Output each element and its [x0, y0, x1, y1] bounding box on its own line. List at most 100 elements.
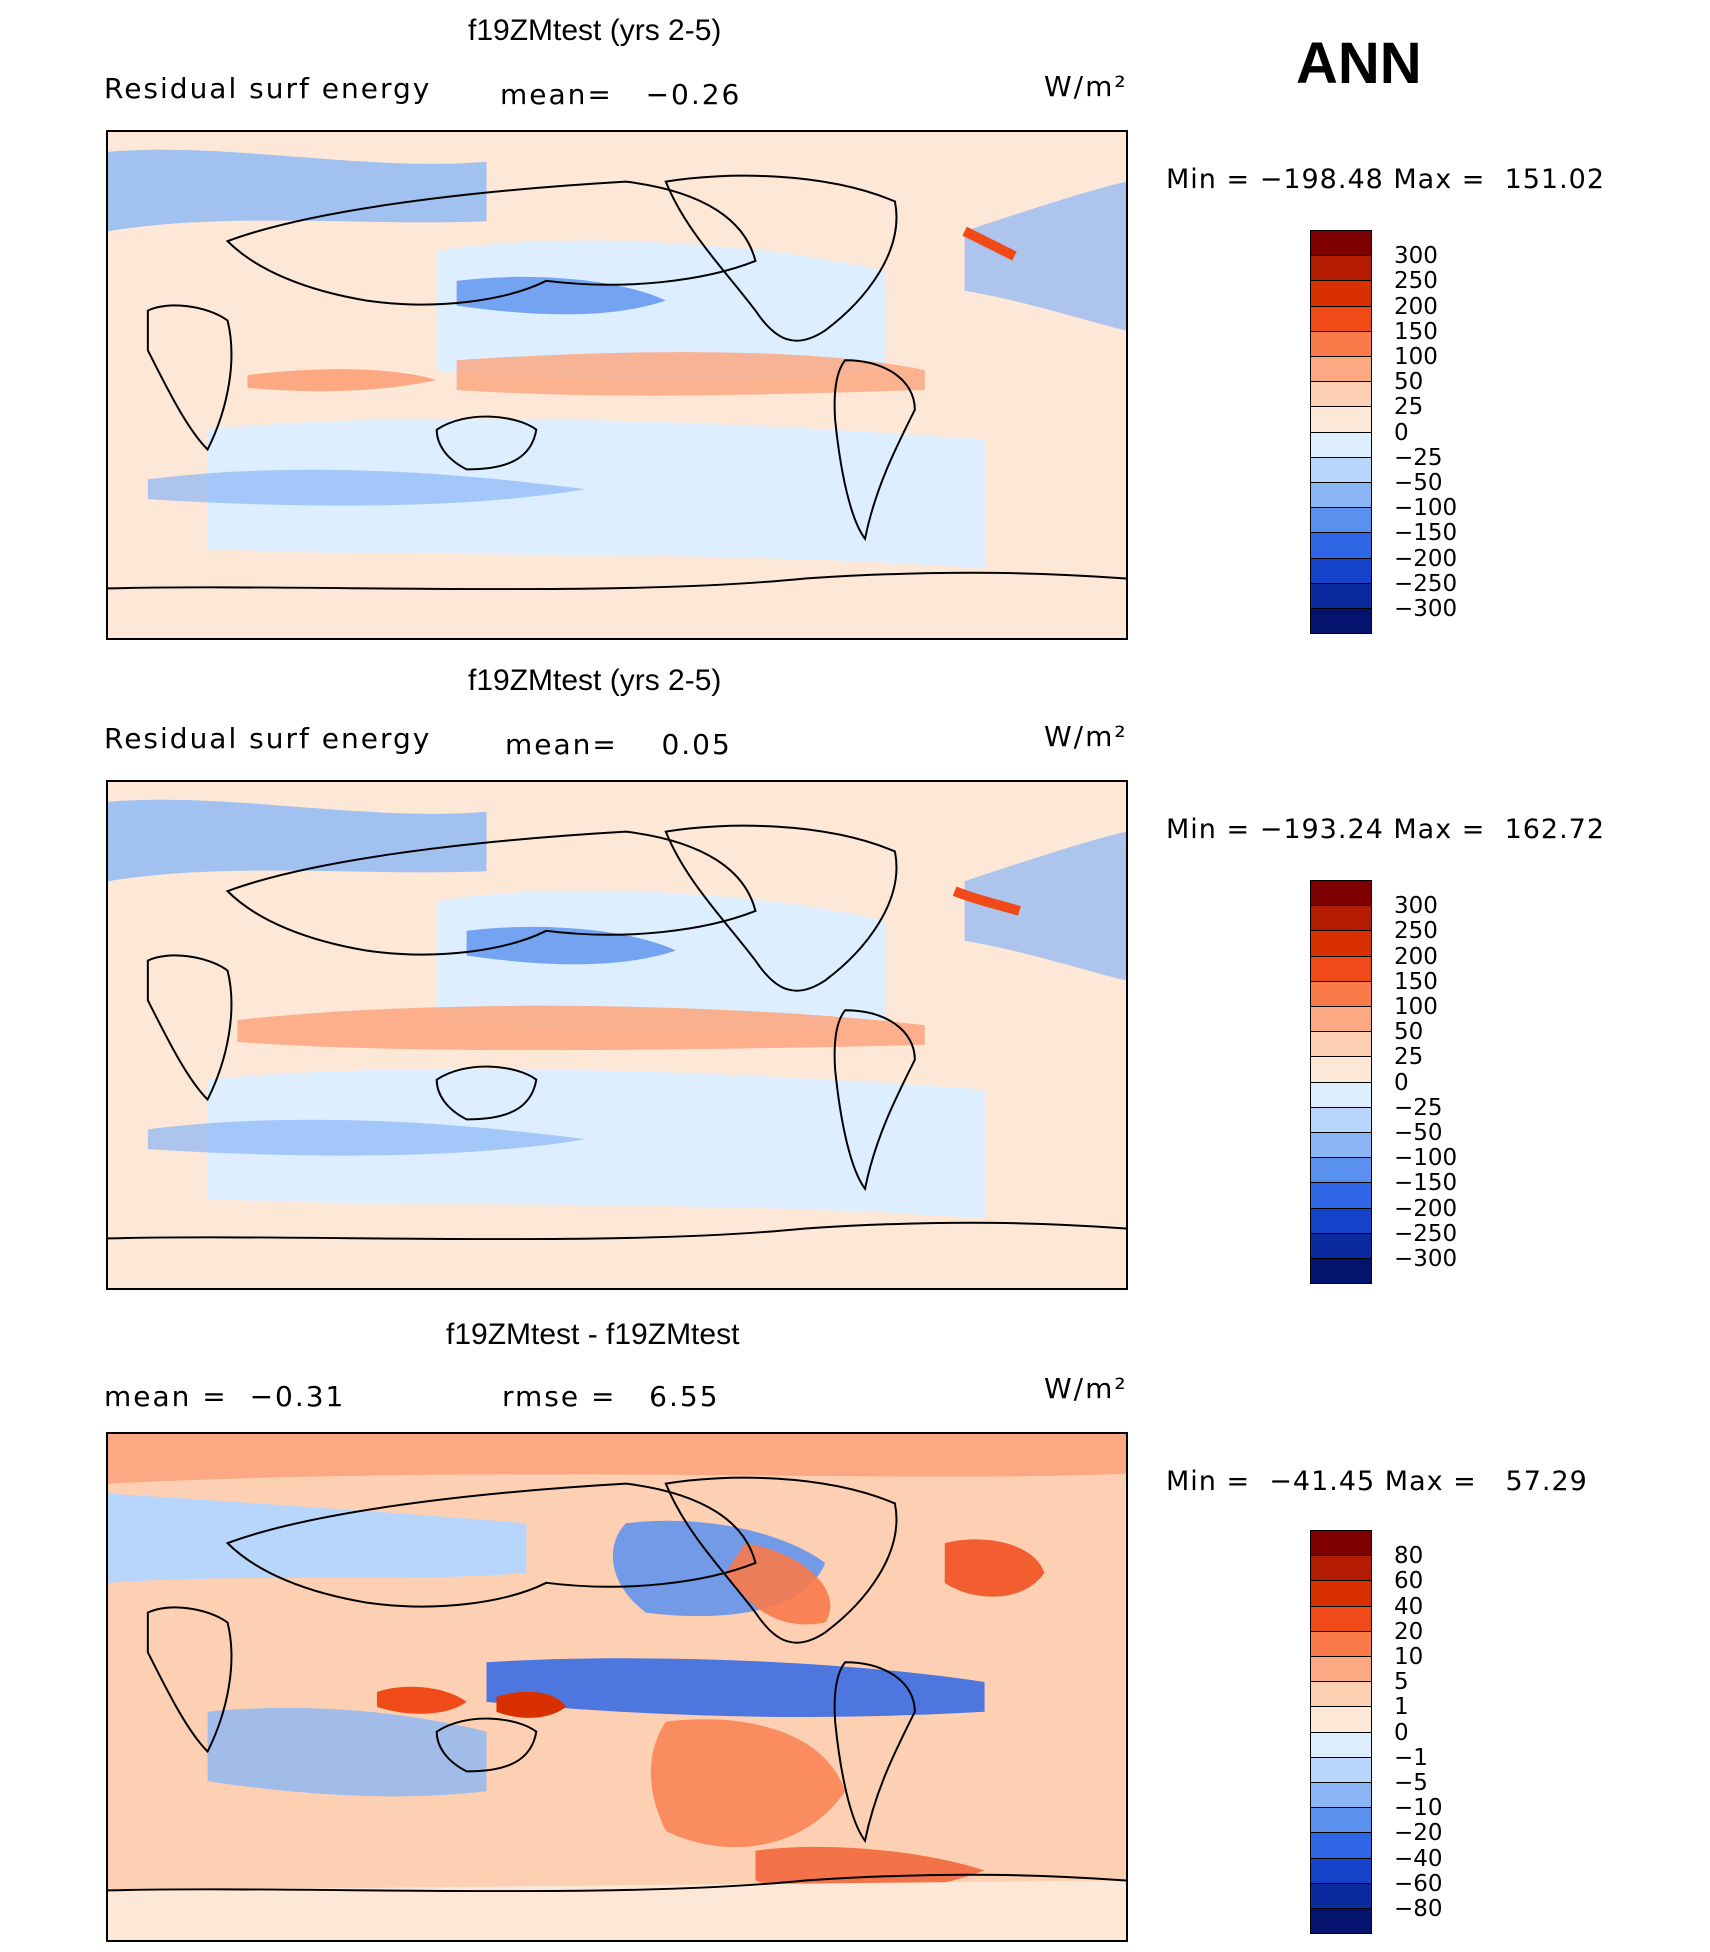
- panel-1-left-text: Residual surf energy: [104, 72, 432, 105]
- colorbar-label: 0: [1394, 419, 1409, 446]
- colorbar-label: −150: [1394, 1170, 1458, 1197]
- colorbar-swatch: [1310, 1182, 1372, 1209]
- colorbar-label: −10: [1394, 1795, 1443, 1822]
- colorbar-swatch: [1310, 980, 1372, 1007]
- colorbar-swatch: [1310, 1908, 1372, 1935]
- colorbar-swatch: [1310, 582, 1372, 609]
- colorbar-swatch: [1310, 1706, 1372, 1733]
- colorbar-label: −250: [1394, 1220, 1458, 1247]
- panel-1-mean: mean= −0.26: [500, 78, 742, 111]
- colorbar-swatch: [1310, 1132, 1372, 1159]
- panel-3-rmse: rmse = 6.55: [502, 1380, 720, 1413]
- colorbar-label: −20: [1394, 1820, 1443, 1847]
- panel-2-mean: mean= 0.05: [505, 728, 732, 761]
- colorbar-swatch: [1310, 1580, 1372, 1607]
- colorbar-swatch: [1310, 1106, 1372, 1133]
- colorbar-swatch: [1310, 557, 1372, 584]
- panel-3-map: [106, 1432, 1128, 1942]
- colorbar-swatch: [1310, 482, 1372, 509]
- colorbar-swatch: [1310, 1006, 1372, 1033]
- colorbar-label: −250: [1394, 570, 1458, 597]
- colorbar-label: 100: [1394, 994, 1438, 1020]
- colorbar-label: 150: [1394, 318, 1438, 345]
- colorbar-swatch: [1310, 1630, 1372, 1657]
- colorbar-swatch: [1310, 1656, 1372, 1683]
- colorbar-label: 40: [1394, 1593, 1424, 1620]
- colorbar-swatch: [1310, 381, 1372, 408]
- panel-3-min-max: Min = −41.45 Max = 57.29: [1166, 1466, 1588, 1497]
- colorbar-swatch: [1310, 230, 1372, 257]
- colorbar-label: −60: [1394, 1870, 1443, 1897]
- panel-2-title: f19ZMtest (yrs 2-5): [468, 664, 722, 697]
- colorbar-label: −100: [1394, 1145, 1458, 1172]
- colorbar-label: 0: [1394, 1719, 1409, 1746]
- colorbar-label: 20: [1394, 1618, 1424, 1645]
- colorbar-label: −25: [1394, 1094, 1443, 1121]
- panel-1-units: W/m²: [1044, 70, 1128, 103]
- panel-1-title: f19ZMtest (yrs 2-5): [468, 14, 722, 47]
- colorbar-swatch: [1310, 1530, 1372, 1557]
- colorbar-swatch: [1310, 1031, 1372, 1058]
- colorbar-label: 80: [1394, 1543, 1424, 1570]
- colorbar-label: 100: [1394, 344, 1438, 370]
- colorbar-swatch: [1310, 406, 1372, 433]
- panel-2-map: [106, 780, 1128, 1290]
- colorbar-swatch: [1310, 1882, 1372, 1909]
- colorbar-label: −40: [1394, 1845, 1443, 1872]
- panel-3-mean: mean = −0.31: [104, 1380, 346, 1413]
- colorbar-swatch: [1310, 608, 1372, 635]
- colorbar-label: 200: [1394, 293, 1438, 320]
- colorbar-swatch: [1310, 1832, 1372, 1859]
- colorbar-label: 60: [1394, 1568, 1424, 1595]
- colorbar-swatch: [1310, 1056, 1372, 1083]
- colorbar-label: 300: [1394, 893, 1438, 920]
- colorbar-label: 200: [1394, 943, 1438, 970]
- colorbar-swatch: [1310, 1081, 1372, 1108]
- colorbar-label: 250: [1394, 918, 1438, 945]
- colorbar-swatch: [1310, 456, 1372, 483]
- colorbar-label: −25: [1394, 444, 1443, 471]
- colorbar-label: 150: [1394, 968, 1438, 995]
- season-label: ANN: [1296, 31, 1422, 96]
- colorbar-label: 25: [1394, 1044, 1424, 1071]
- colorbar-swatch: [1310, 305, 1372, 332]
- colorbar-swatch: [1310, 532, 1372, 559]
- colorbar-swatch: [1310, 1681, 1372, 1708]
- colorbar-label: 50: [1394, 369, 1424, 396]
- colorbar-swatch: [1310, 955, 1372, 982]
- panel-2-units: W/m²: [1044, 720, 1128, 753]
- colorbar-swatch: [1310, 1605, 1372, 1632]
- panel-1-min-max: Min = −198.48 Max = 151.02: [1166, 164, 1606, 195]
- colorbar-swatch: [1310, 1555, 1372, 1582]
- colorbar-label: −150: [1394, 520, 1458, 547]
- colorbar-label: −300: [1394, 1246, 1458, 1272]
- colorbar-swatch: [1310, 507, 1372, 534]
- colorbar-swatch: [1310, 280, 1372, 307]
- colorbar-label: −5: [1394, 1770, 1428, 1796]
- colorbar-label: −200: [1394, 1195, 1458, 1222]
- panel-2-left-text: Residual surf energy: [104, 722, 432, 755]
- colorbar-label: 50: [1394, 1019, 1424, 1046]
- colorbar-label: −300: [1394, 596, 1458, 622]
- panel-2-min-max: Min = −193.24 Max = 162.72: [1166, 814, 1606, 845]
- colorbar-swatch: [1310, 1807, 1372, 1834]
- colorbar-swatch: [1310, 1857, 1372, 1884]
- colorbar-label: −50: [1394, 1120, 1443, 1146]
- panel-3-units: W/m²: [1044, 1372, 1128, 1405]
- colorbar-label: 250: [1394, 268, 1438, 295]
- colorbar-label: −50: [1394, 470, 1443, 496]
- colorbar-swatch: [1310, 1207, 1372, 1234]
- colorbar-swatch: [1310, 431, 1372, 458]
- panel-1-map: [106, 130, 1128, 640]
- colorbar-swatch: [1310, 1756, 1372, 1783]
- colorbar-swatch: [1310, 1782, 1372, 1809]
- colorbar-swatch: [1310, 330, 1372, 357]
- colorbar-label: 0: [1394, 1069, 1409, 1096]
- colorbar-swatch: [1310, 905, 1372, 932]
- colorbar-label: −100: [1394, 495, 1458, 522]
- colorbar-label: −200: [1394, 545, 1458, 572]
- colorbar-label: −1: [1394, 1744, 1428, 1771]
- colorbar-swatch: [1310, 356, 1372, 383]
- colorbar-swatch: [1310, 1157, 1372, 1184]
- colorbar-swatch: [1310, 1258, 1372, 1285]
